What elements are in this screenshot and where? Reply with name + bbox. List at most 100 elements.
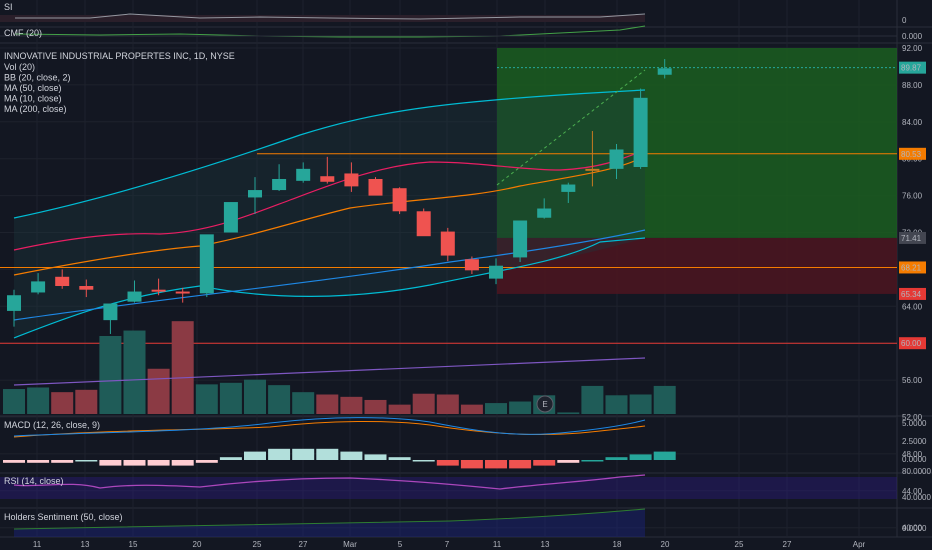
volume-bar	[653, 385, 676, 414]
price-tag: 71.41	[899, 231, 926, 244]
candle[interactable]	[296, 168, 311, 181]
candle[interactable]	[344, 173, 359, 187]
macd-histogram-bar	[147, 460, 170, 466]
volume-bar	[219, 382, 242, 414]
candle[interactable]	[31, 281, 46, 293]
time-tick: 25	[253, 540, 262, 549]
symbol-title: INNOVATIVE INDUSTRIAL PROPERTES INC, 1D,…	[4, 51, 235, 61]
time-tick: 27	[783, 540, 792, 549]
candle[interactable]	[537, 208, 552, 218]
earnings-marker-label: E	[542, 400, 547, 409]
candle[interactable]	[248, 190, 262, 198]
candle[interactable]	[175, 291, 190, 294]
macd-histogram-bar	[51, 460, 74, 463]
macd-histogram-bar	[388, 457, 411, 460]
candle[interactable]	[392, 188, 407, 212]
cmf-pane: CMF (20) 0.000	[0, 25, 923, 41]
macd-histogram-bar	[27, 460, 50, 463]
time-tick: 25	[735, 540, 744, 549]
macd-histogram-bar	[412, 460, 435, 462]
macd-label: MACD (12, 26, close, 9)	[4, 420, 100, 430]
cmf-label: CMF (20)	[4, 28, 42, 38]
candle[interactable]	[7, 295, 21, 311]
macd-histogram-bar	[244, 451, 266, 460]
candle[interactable]	[657, 68, 672, 75]
price-tag-label: 68.21	[901, 263, 922, 272]
time-tick: 27	[299, 540, 308, 549]
macd-tick: 0.0000	[902, 455, 927, 464]
macd-histogram-bar	[123, 460, 146, 466]
price-tag-label: 80.53	[901, 150, 922, 159]
candle[interactable]	[585, 168, 600, 171]
candle[interactable]	[320, 176, 335, 182]
candle[interactable]	[151, 289, 166, 292]
candle[interactable]	[103, 303, 118, 321]
time-tick: 13	[541, 540, 550, 549]
volume-bar	[195, 384, 218, 414]
time-tick: 13	[81, 540, 90, 549]
time-tick: Apr	[853, 540, 866, 549]
price-tick: 44.00	[902, 487, 923, 496]
candle[interactable]	[223, 202, 238, 233]
macd-histogram-bar	[340, 451, 363, 460]
candle[interactable]	[440, 231, 455, 256]
candle[interactable]	[55, 276, 70, 287]
price-tag-label: 60.00	[901, 339, 922, 348]
candle[interactable]	[609, 149, 624, 169]
macd-signal-line	[13, 420, 646, 438]
candle[interactable]	[127, 291, 142, 302]
time-tick: 11	[33, 540, 42, 549]
candle[interactable]	[368, 178, 383, 196]
time-axis: 11 13 15 20 25 27 Mar 5 7 11 13 18 20 25 27 Apr	[33, 540, 866, 549]
macd-histogram-bar	[3, 460, 25, 463]
time-tick: 11	[493, 540, 502, 549]
price-tick: 40.00	[902, 524, 923, 533]
si-label: SI	[4, 2, 13, 12]
volume-bar	[340, 396, 363, 414]
candle[interactable]	[79, 286, 94, 290]
volume-bar	[388, 404, 411, 414]
macd-histogram-bar	[316, 448, 339, 460]
volume-bar	[171, 321, 194, 414]
rsi-line	[13, 474, 646, 490]
candle[interactable]	[561, 184, 576, 192]
price-tag-bg	[899, 231, 926, 244]
si-line	[15, 13, 646, 20]
legend-item: MA (200, close)	[4, 104, 67, 114]
volume-bar	[123, 330, 146, 414]
ma10-line	[13, 149, 646, 251]
macd-histogram-bar	[460, 460, 483, 469]
rsi-pane: RSI (14, close) 80.0000 40.0000	[0, 467, 931, 502]
volume-bar	[316, 394, 339, 414]
earnings-marker[interactable]: E	[536, 395, 554, 413]
macd-histogram-bar	[292, 448, 315, 460]
bb-lower-line	[13, 237, 646, 339]
price-tag-bg	[899, 287, 926, 300]
macd-histogram-bar	[629, 454, 652, 460]
price-tag-bg	[899, 147, 926, 160]
sentiment-pane: Holders Sentiment (50, close) 0.0000	[4, 508, 927, 537]
bb-fill	[14, 90, 645, 338]
macd-line	[13, 417, 646, 437]
price-tag: 65.34	[899, 287, 926, 300]
candle[interactable]	[416, 211, 431, 237]
macd-histogram-bar	[268, 448, 291, 460]
candle[interactable]	[513, 220, 528, 258]
cmf-tick: 0.000	[902, 32, 923, 41]
macd-histogram-bar	[581, 460, 604, 462]
price-tag: 68.21	[899, 261, 926, 274]
time-tick: 20	[193, 540, 202, 549]
price-tick: 92.00	[902, 44, 923, 53]
sentiment-line	[13, 508, 646, 530]
price-pane: E INNOVATIVE INDUSTRIAL PROPERTES INC, 1D…	[0, 44, 926, 533]
price-tag-bg	[899, 337, 926, 350]
candle[interactable]	[464, 259, 479, 271]
earnings-marker-circle[interactable]	[536, 395, 554, 413]
candle[interactable]	[272, 178, 287, 191]
candle[interactable]	[199, 234, 214, 294]
time-tick: 7	[445, 540, 450, 549]
candle[interactable]	[489, 265, 503, 279]
macd-histogram-bar	[509, 460, 532, 469]
volume-bar	[581, 385, 604, 414]
candle[interactable]	[633, 97, 648, 168]
